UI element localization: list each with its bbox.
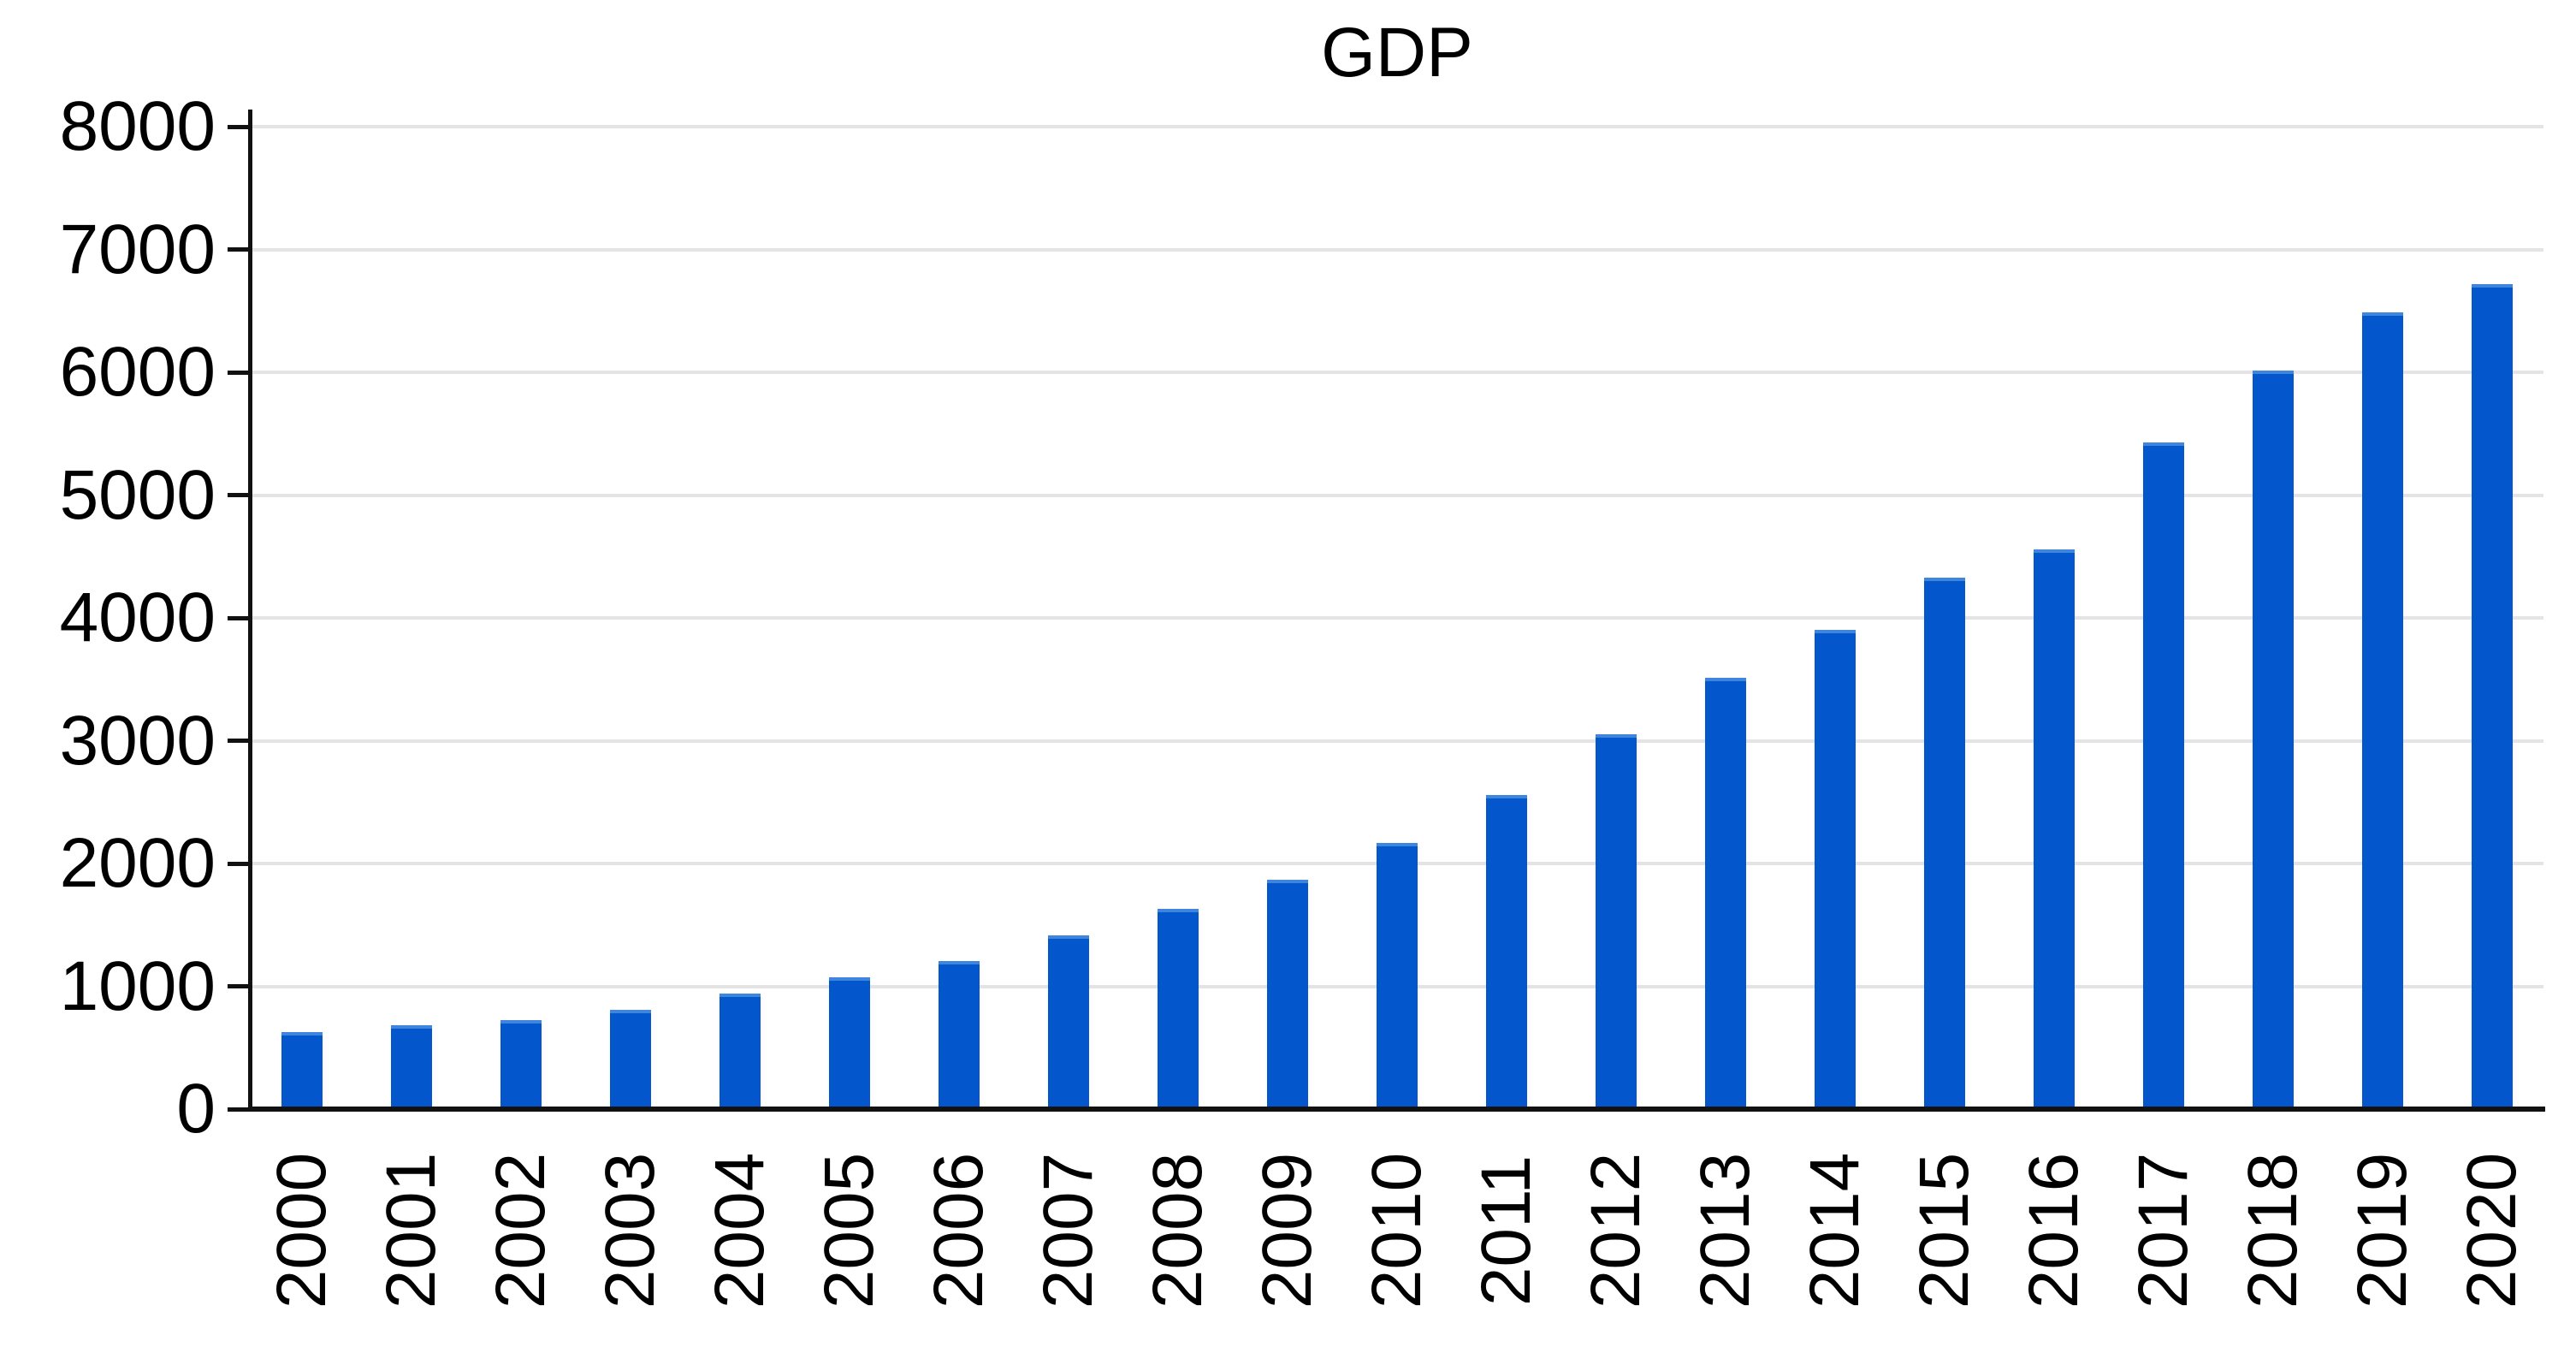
x-tick-label-2020: 2020 [2453,1152,2531,1309]
x-tick-label-2004: 2004 [701,1152,779,1309]
gridline [252,371,2543,374]
bar-2001 [391,1025,432,1109]
x-tick-label-2002: 2002 [482,1152,560,1309]
y-axis-tick [228,370,251,375]
bar-2005 [829,977,870,1109]
x-axis-spine [248,1107,2545,1112]
x-tick-label-2009: 2009 [1248,1152,1326,1309]
bar-2000 [281,1032,323,1109]
y-tick-label: 7000 [59,210,216,288]
y-tick-label: 6000 [59,333,216,411]
gridline [252,616,2543,620]
y-axis-spine [248,110,252,1112]
bar-2009 [1267,880,1308,1109]
bar-2010 [1377,843,1418,1109]
y-axis-tick [228,984,251,988]
y-tick-label: 5000 [59,455,216,534]
y-tick-label: 1000 [59,946,216,1025]
bar-2018 [2253,371,2294,1109]
y-tick-label: 3000 [59,701,216,780]
x-tick-label-2015: 2015 [1905,1152,1983,1309]
x-tick-label-2016: 2016 [2015,1152,2093,1309]
y-axis-tick [228,124,251,129]
x-tick-label-2007: 2007 [1029,1152,1107,1309]
x-tick-label-2008: 2008 [1139,1152,1217,1309]
x-tick-label-2019: 2019 [2343,1152,2421,1309]
bar-2017 [2143,442,2184,1109]
gridline [252,493,2543,497]
x-tick-label-2003: 2003 [591,1152,669,1309]
bar-2019 [2362,312,2403,1109]
y-axis-tick [228,247,251,252]
x-tick-label-2010: 2010 [1358,1152,1436,1309]
x-tick-label-2011: 2011 [1467,1154,1545,1307]
y-axis-tick [228,493,251,497]
x-tick-label-2014: 2014 [1796,1152,1874,1309]
y-axis-tick [228,739,251,743]
x-tick-label-2006: 2006 [920,1152,998,1309]
y-axis-tick [228,861,251,866]
bar-2003 [610,1010,651,1109]
bar-2014 [1815,630,1856,1109]
x-tick-label-2000: 2000 [263,1152,341,1309]
bar-2007 [1048,935,1089,1109]
y-axis-tick [228,615,251,620]
x-tick-label-2013: 2013 [1686,1152,1764,1309]
bar-2002 [500,1020,542,1109]
x-tick-label-2012: 2012 [1577,1152,1655,1309]
gridline [252,125,2543,128]
y-axis-tick [228,1107,251,1112]
bar-2015 [1924,578,1965,1109]
chart-title: GDP [1321,14,1473,92]
bar-2012 [1596,734,1637,1109]
gridline [252,739,2543,743]
bar-2004 [720,994,761,1109]
bar-2011 [1486,795,1527,1109]
bar-2013 [1705,678,1746,1109]
x-tick-label-2005: 2005 [810,1152,888,1309]
y-tick-label: 0 [176,1070,216,1148]
bar-2016 [2034,549,2075,1109]
gridline [252,247,2543,252]
y-tick-label: 4000 [59,579,216,656]
y-tick-label: 8000 [59,87,216,165]
y-tick-label: 2000 [59,824,216,902]
bar-2008 [1158,909,1199,1109]
x-tick-label-2001: 2001 [372,1152,450,1309]
x-tick-label-2017: 2017 [2124,1152,2202,1309]
x-tick-label-2018: 2018 [2234,1152,2312,1309]
bar-2020 [2472,284,2513,1109]
bar-2006 [939,961,980,1109]
